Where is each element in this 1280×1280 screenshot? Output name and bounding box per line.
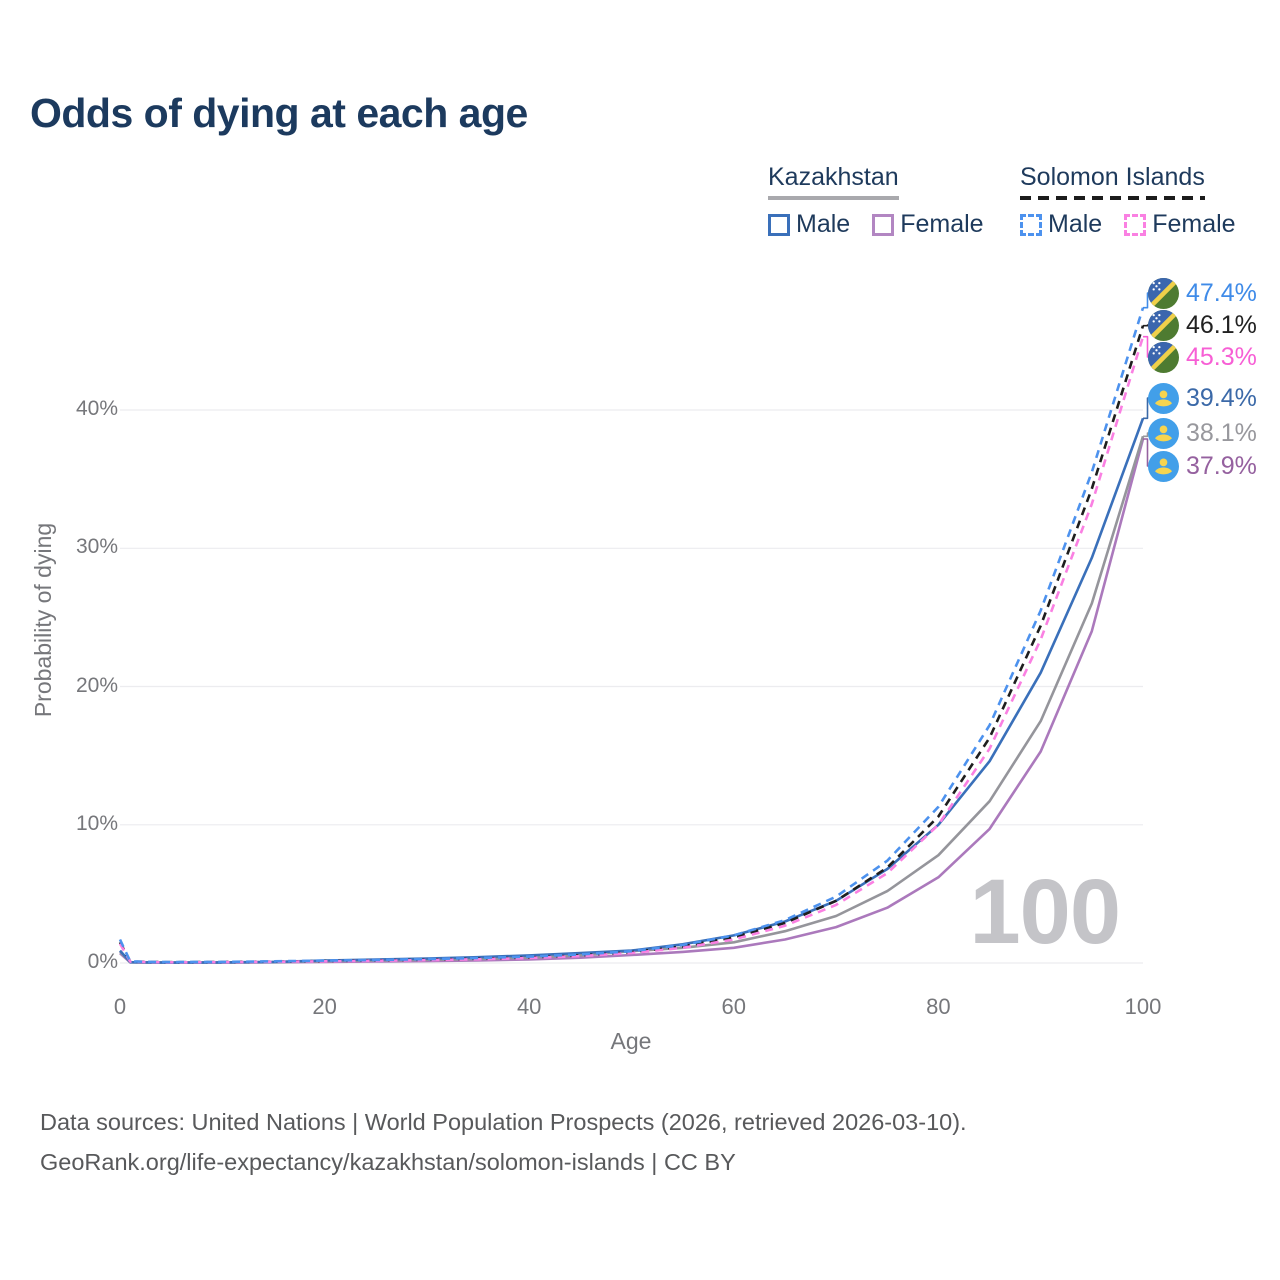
end-label-value: 47.4% <box>1186 278 1257 307</box>
x-tick-label: 0 <box>113 994 127 1019</box>
legend-group-kazakhstan: Kazakhstan Male Female <box>768 163 984 239</box>
solomon-islands-flag-icon <box>1148 277 1179 309</box>
legend-group-solomon-islands: Solomon Islands Male Female <box>1020 163 1236 239</box>
y-tick-label: 40% <box>75 397 118 420</box>
legend-item-solomon-islands-female[interactable]: Female <box>1124 210 1236 239</box>
y-tick-label: 0% <box>87 950 118 973</box>
kazakhstan-flag-icon <box>1148 450 1179 482</box>
end-label-value: 37.9% <box>1186 451 1257 480</box>
x-axis-title: Age <box>610 1028 652 1054</box>
kazakhstan-flag-icon <box>1148 417 1179 449</box>
legend-swatch-kazakhstan-male[interactable] <box>768 213 790 236</box>
end-label-value: 38.1% <box>1186 418 1257 447</box>
y-tick-label: 20% <box>75 673 118 697</box>
end-label-value: 45.3% <box>1186 342 1257 371</box>
end-label-row-5: 37.9% <box>1148 450 1257 482</box>
legend-item-kazakhstan-female[interactable]: Female <box>872 210 984 239</box>
legend-item-label[interactable]: Female <box>1152 210 1236 238</box>
data-source-attribution: Data sources: United Nations | World Pop… <box>40 1109 967 1135</box>
legend-swatch-solomon-islands-female[interactable] <box>1124 213 1147 236</box>
legend-group-title: Solomon Islands <box>1020 163 1205 191</box>
page-title: Odds of dying at each age <box>30 90 528 136</box>
y-tick-label: 10% <box>75 811 118 835</box>
end-label-row-4: 38.1% <box>1148 417 1257 449</box>
end-label-row-3: 39.4% <box>1148 382 1257 414</box>
legend-item-label[interactable]: Female <box>900 210 984 238</box>
end-label-row-1: 46.1% <box>1148 309 1257 341</box>
age-counter-watermark: 100 <box>969 861 1122 963</box>
solomon-islands-flag-icon <box>1148 309 1179 341</box>
legend-solid-line-swatch <box>768 196 899 200</box>
solomon-islands-flag-icon <box>1148 341 1179 373</box>
legend-swatch-kazakhstan-female[interactable] <box>872 213 895 236</box>
end-label-row-0: 47.4% <box>1148 277 1257 309</box>
legend-dashed-line-swatch <box>1020 196 1205 200</box>
x-tick-label: 80 <box>926 994 951 1019</box>
end-label-value: 39.4% <box>1186 383 1257 412</box>
license-attribution: GeoRank.org/life-expectancy/kazakhstan/s… <box>40 1149 736 1175</box>
x-tick-label: 60 <box>721 994 747 1019</box>
x-tick-label: 20 <box>312 994 337 1019</box>
kazakhstan-flag-icon <box>1148 382 1179 414</box>
x-tick-label: 40 <box>516 994 542 1019</box>
legend-group-title: Kazakhstan <box>768 163 899 191</box>
legend-item-label[interactable]: Male <box>1048 210 1103 238</box>
end-label-value: 46.1% <box>1186 310 1257 339</box>
y-tick-label: 30% <box>75 535 118 559</box>
end-label-row-2: 45.3% <box>1148 341 1257 373</box>
legend-swatch-solomon-islands-male[interactable] <box>1020 213 1042 236</box>
x-tick-label: 100 <box>1124 994 1162 1019</box>
legend-item-label[interactable]: Male <box>796 210 851 238</box>
legend-item-kazakhstan-male[interactable]: Male <box>768 210 850 239</box>
legend-item-solomon-islands-male[interactable]: Male <box>1020 210 1102 239</box>
